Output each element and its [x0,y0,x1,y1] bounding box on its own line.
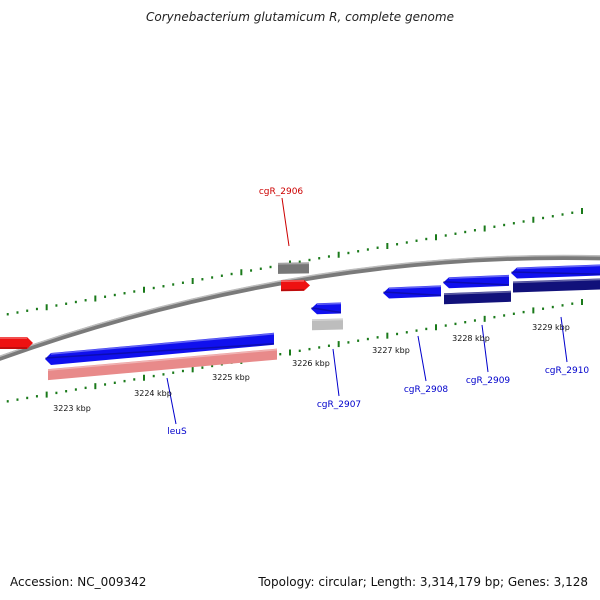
forward-gene-leuS[interactable] [44,332,275,366]
scale-label-3223: 3223 kbp [53,404,91,413]
reverse-gene-cgR-2910-dark[interactable] [512,278,600,293]
scale-label-3229: 3229 kbp [532,323,570,332]
genome-summary-label: Topology: circular; Length: 3,314,179 bp… [258,575,588,589]
leader-cgR-2907 [332,348,340,397]
forward-gene-left-edge[interactable] [0,337,33,349]
forward-gene-cgR-2906[interactable] [280,279,310,292]
scale-label-3226: 3226 kbp [292,359,330,368]
gene-label-cgR-2906[interactable]: cgR_2906 [259,187,304,197]
leader-cgR-2910 [560,316,568,363]
chromosome-backbone [0,254,600,361]
forward-gene-cgR-2909[interactable] [442,274,510,289]
leader-cgR-2908 [417,335,427,382]
accession-label: Accession: NC_009342 [10,575,147,589]
map-title: Corynebacterium glutamicum R, complete g… [146,10,454,24]
scale-label-3224: 3224 kbp [134,389,172,398]
forward-gene-cgR-2910[interactable] [510,264,600,279]
upper-tick-row [6,208,583,316]
chromosome-backbone-highlight [0,254,600,358]
scale-label-3227: 3227 kbp [372,346,410,355]
leader-cgR-2909 [481,324,489,373]
leader-cgR-2906 [281,197,290,247]
reverse-gene-cgR-2909-dark[interactable] [443,290,512,305]
forward-gene-cgR-2907[interactable] [310,302,342,315]
leader-leuS [166,377,177,425]
reverse-gene-cgR-2907-shadow[interactable] [311,318,344,331]
gray-gene-cgR-2906[interactable] [277,262,310,274]
reverse-gene-leuS-shadow[interactable] [47,348,278,381]
gene-label-cgR-2907[interactable]: cgR_2907 [317,400,361,410]
gene-label-cgR-2908[interactable]: cgR_2908 [404,385,449,395]
gene-label-cgR-2910[interactable]: cgR_2910 [545,366,590,376]
forward-gene-cgR-2908[interactable] [382,285,442,299]
scale-label-3228: 3228 kbp [452,334,490,343]
gene-label-leuS[interactable]: leuS [167,427,187,437]
gene-label-cgR-2909[interactable]: cgR_2909 [466,376,511,386]
scale-label-3225: 3225 kbp [212,373,250,382]
